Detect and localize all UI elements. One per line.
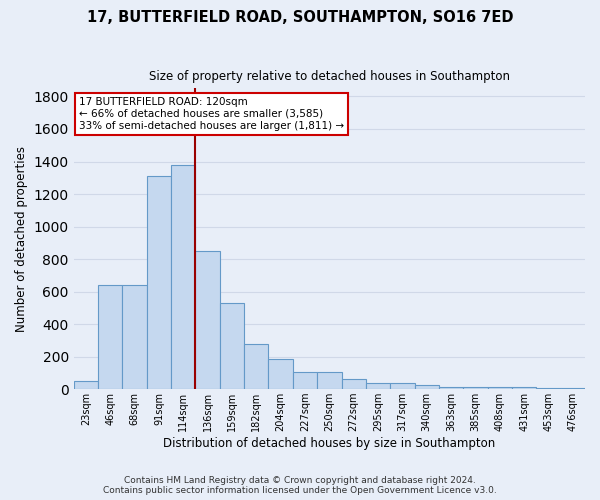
Bar [147,176,171,389]
Bar [488,386,512,389]
Bar [512,386,536,389]
Bar [439,386,463,389]
Bar [293,372,317,389]
Bar [171,165,196,389]
Bar [317,372,341,389]
Bar [220,303,244,389]
Text: 17, BUTTERFIELD ROAD, SOUTHAMPTON, SO16 7ED: 17, BUTTERFIELD ROAD, SOUTHAMPTON, SO16 … [87,10,513,25]
Bar [366,384,390,389]
Text: Contains HM Land Registry data © Crown copyright and database right 2024.
Contai: Contains HM Land Registry data © Crown c… [103,476,497,495]
Bar [244,344,268,389]
Bar [122,285,147,389]
Bar [463,386,488,389]
Bar [74,381,98,389]
Bar [536,388,560,389]
X-axis label: Distribution of detached houses by size in Southampton: Distribution of detached houses by size … [163,437,496,450]
Bar [196,251,220,389]
Bar [415,385,439,389]
Bar [341,380,366,389]
Bar [268,359,293,389]
Text: 17 BUTTERFIELD ROAD: 120sqm
← 66% of detached houses are smaller (3,585)
33% of : 17 BUTTERFIELD ROAD: 120sqm ← 66% of det… [79,98,344,130]
Bar [390,384,415,389]
Bar [98,285,122,389]
Bar [560,388,585,389]
Y-axis label: Number of detached properties: Number of detached properties [15,146,28,332]
Title: Size of property relative to detached houses in Southampton: Size of property relative to detached ho… [149,70,510,83]
